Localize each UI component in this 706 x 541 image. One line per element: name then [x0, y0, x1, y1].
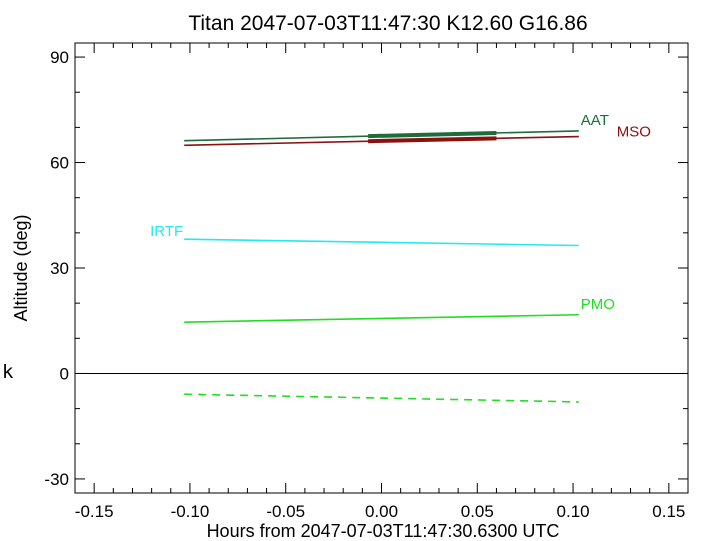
- y-axis-ticks: -30 0 30 60 90: [44, 48, 688, 489]
- x-tick-label: -0.15: [75, 502, 114, 521]
- series-line-pmo: [184, 313, 579, 323]
- series-label-irtf: IRTF: [150, 223, 183, 240]
- x-tick-label: 0.05: [461, 502, 494, 521]
- x-tick-label: -0.05: [266, 502, 305, 521]
- y-tick-label: 0: [60, 364, 69, 383]
- series-label-aat: AAT: [581, 112, 609, 129]
- series-layer: [184, 130, 579, 403]
- observable-segment-mso: [368, 136, 497, 144]
- x-tick-label: 0.10: [557, 502, 590, 521]
- x-axis-label: Hours from 2047-07-03T11:47:30.6300 UTC: [207, 521, 560, 541]
- series-line-irtf: [184, 238, 579, 247]
- series-label-mso: MSO: [617, 124, 651, 141]
- y-tick-label: 60: [50, 154, 69, 173]
- y-tick-label: 90: [50, 48, 69, 67]
- x-tick-label: 0.00: [365, 502, 398, 521]
- y-tick-label: -30: [44, 470, 69, 489]
- y-tick-label: 30: [50, 259, 69, 278]
- x-tick-label: 0.15: [652, 502, 685, 521]
- x-axis-ticks: -0.15 -0.10 -0.05 0.00 0.05 0.10 0.15: [75, 43, 685, 521]
- observable-segment-aat: [368, 130, 497, 139]
- series-labels: AAT MSO IRTF PMO: [150, 112, 651, 313]
- y-axis-label: Altitude (deg): [11, 214, 31, 321]
- x-tick-label: -0.10: [171, 502, 210, 521]
- side-mark: k: [2, 361, 14, 383]
- chart-title: Titan 2047-07-03T11:47:30 K12.60 G16.86: [188, 12, 587, 35]
- series-label-pmo: PMO: [581, 296, 615, 313]
- plot-frame: [74, 42, 689, 494]
- series-line-below-horizon: [184, 393, 579, 403]
